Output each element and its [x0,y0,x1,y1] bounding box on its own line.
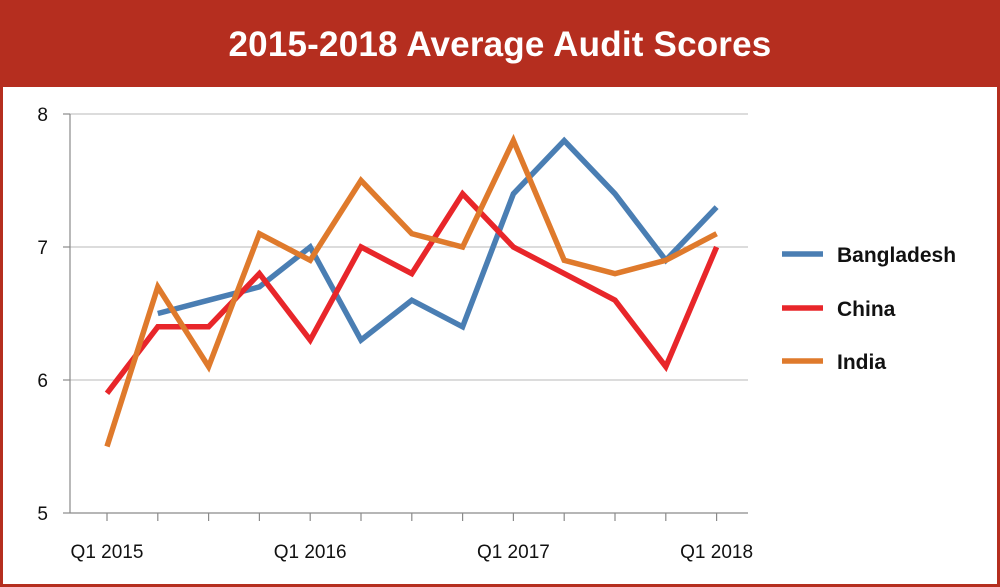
y-tick-label: 8 [37,105,48,126]
y-tick-label: 6 [37,371,48,392]
legend-label-india: India [837,351,886,374]
series-line-bangladesh [157,136,719,345]
y-tick-label: 5 [37,504,48,525]
x-tick-label: Q1 2016 [274,542,347,563]
y-tick-label: 7 [37,238,48,259]
legend-label-china: China [837,298,896,321]
series-line-china [104,189,720,395]
x-tick-label: Q1 2017 [477,542,550,563]
title-bar: 2015-2018 Average Audit Scores [3,3,997,87]
series-line-india [104,133,718,448]
gridlines [70,113,748,381]
axes: 5 6 7 8 Q1 2015 Q1 2016 Q1 2017 Q1 2018 [37,105,753,563]
x-tick-label: Q1 2018 [680,542,753,563]
chart-title: 2015-2018 Average Audit Scores [228,25,772,64]
x-tick-label: Q1 2015 [71,542,144,563]
series-lines [104,133,720,448]
legend: Bangladesh China India [782,244,956,374]
legend-label-bangladesh: Bangladesh [837,244,956,267]
